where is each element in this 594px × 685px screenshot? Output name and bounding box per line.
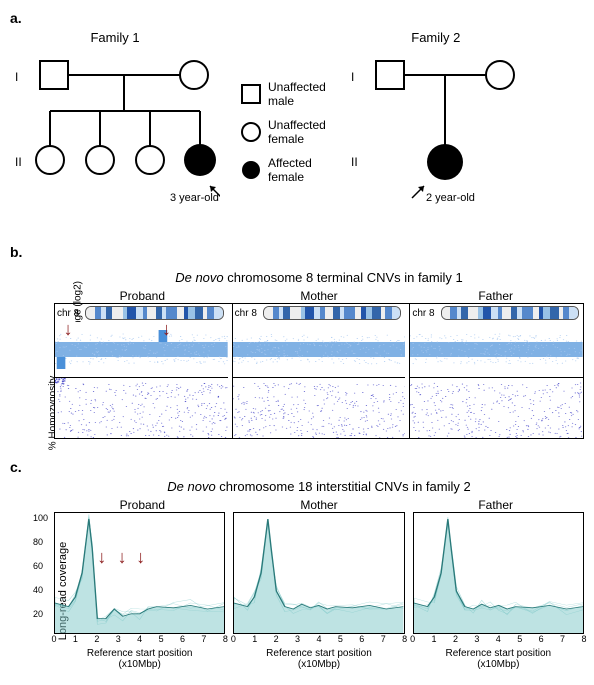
family-2-title: Family 2 — [346, 30, 526, 45]
sibling-1 — [36, 146, 64, 174]
pedigree-1-svg: I II 3 year-old — [10, 51, 220, 221]
panel-c-trio: 10080604020↓↓↓012345678Reference start p… — [54, 512, 584, 670]
coverage-chart — [413, 512, 584, 634]
father-2-symbol — [376, 61, 404, 89]
coverage-arrow: ↓ — [136, 548, 145, 566]
mother-symbol — [180, 61, 208, 89]
coverage-chart: 10080604020↓↓↓ — [54, 512, 225, 634]
cnv-track: ↓↓10-1 — [55, 322, 228, 377]
cnv-track — [233, 322, 406, 377]
cnv-arrow: ↓ — [162, 322, 171, 338]
col-father-c: Father — [407, 498, 584, 512]
mother-2-symbol — [486, 61, 514, 89]
panel-a: Family 1 I II 3 year-old Unaffected male — [10, 30, 584, 224]
col-mother-c: Mother — [231, 498, 408, 512]
pedigree-legend: Unaffected male Unaffected female Affect… — [240, 80, 326, 184]
coverage-chart — [233, 512, 404, 634]
col-father: Father — [407, 289, 584, 303]
panel-c-title: De novo chromosome 18 interstitial CNVs … — [54, 479, 584, 494]
homozygosity-scatter — [233, 377, 406, 438]
coverage-xlabel: Reference start position (x10Mbp) — [233, 648, 404, 670]
panel-b-title: De novo chromosome 8 terminal CNVs in fa… — [54, 270, 584, 285]
sibling-2 — [86, 146, 114, 174]
panel-c-label: c. — [10, 459, 584, 475]
panel-a-label: a. — [10, 10, 584, 26]
cnv-arrow: ↓ — [64, 322, 73, 338]
proband-1-age: 3 year-old — [170, 192, 219, 204]
panel-c: De novo chromosome 18 interstitial CNVs … — [10, 479, 584, 670]
ideogram — [85, 306, 223, 320]
family-1-title: Family 1 — [10, 30, 220, 45]
chr-label: chr 8 — [412, 308, 434, 319]
panel-b-columns: Proband Mother Father — [54, 289, 584, 303]
coverage-xlabel: Reference start position (x10Mbp) — [413, 648, 584, 670]
chr-label: chr 8 — [57, 308, 79, 319]
panel-b-label: b. — [10, 244, 584, 260]
sibling-3 — [136, 146, 164, 174]
legend-aff-female: Affected female — [268, 156, 312, 184]
legend-unaff-female: Unaffected female — [268, 118, 326, 146]
cnv-track — [410, 322, 583, 377]
father-symbol — [40, 61, 68, 89]
ideogram — [441, 306, 579, 320]
ideogram — [263, 306, 401, 320]
pedigree-2-svg: I II 2 year-old — [346, 51, 526, 221]
svg-text:II: II — [351, 155, 358, 169]
coverage-xlabel: Reference start position (x10Mbp) — [54, 648, 225, 670]
coverage-arrow: ↓ — [97, 548, 106, 566]
gen1-label: I — [15, 70, 18, 84]
coverage-arrow: ↓ — [118, 548, 127, 566]
family-2-pedigree: Family 2 I II 2 year-old — [346, 30, 526, 224]
panel-c-columns: Proband Mother Father — [54, 498, 584, 512]
col-proband-c: Proband — [54, 498, 231, 512]
homozygosity-scatter: 106020 — [55, 377, 228, 438]
panel-b-trio: chr 8↓↓10-1106020chr 8chr 8 — [54, 303, 584, 439]
homozygosity-scatter — [410, 377, 583, 438]
chr-label: chr 8 — [235, 308, 257, 319]
proband-1 — [184, 144, 216, 176]
gen2-label: II — [15, 155, 22, 169]
proband-2-age: 2 year-old — [426, 192, 475, 204]
proband-2 — [427, 144, 463, 180]
panel-b: De novo chromosome 8 terminal CNVs in fa… — [10, 270, 584, 439]
svg-text:I: I — [351, 70, 354, 84]
col-mother: Mother — [231, 289, 408, 303]
legend-unaff-male: Unaffected male — [268, 80, 326, 108]
family-1-pedigree: Family 1 I II 3 year-old — [10, 30, 220, 224]
